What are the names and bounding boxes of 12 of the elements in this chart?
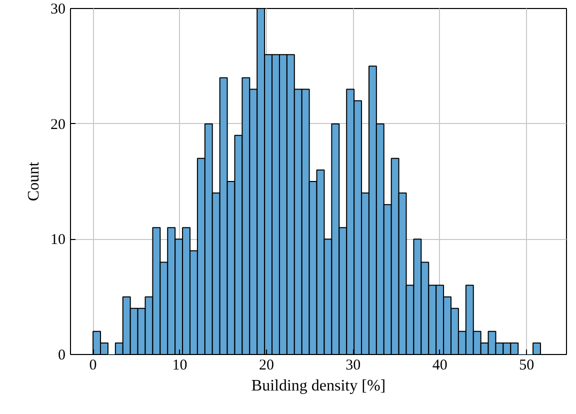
- x-tick-label: 0: [89, 358, 97, 374]
- y-tick-label: 30: [50, 2, 66, 18]
- y-tick-label: 10: [50, 232, 66, 248]
- x-tick-label: 30: [346, 358, 361, 374]
- x-tick-label: 40: [432, 358, 448, 374]
- y-tick-label: 0: [58, 348, 66, 364]
- x-axis-title: Building density [%]: [251, 378, 386, 394]
- x-tick-label: 50: [519, 358, 534, 374]
- x-tick-label: 20: [258, 358, 274, 374]
- y-tick-label: 20: [50, 116, 66, 133]
- y-axis-title: Count: [26, 161, 42, 202]
- x-tick-label: 10: [172, 358, 188, 374]
